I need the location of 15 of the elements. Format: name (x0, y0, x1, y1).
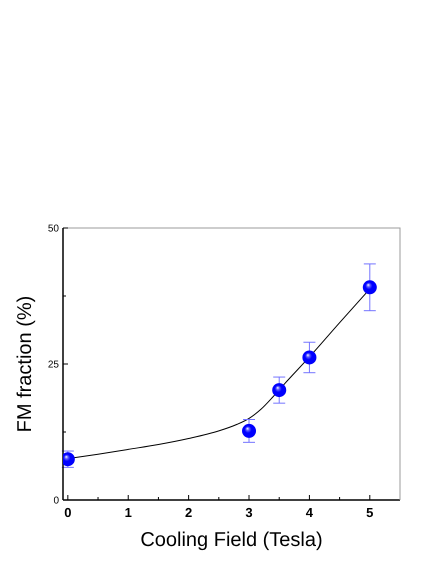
x-tick-label: 1 (124, 505, 132, 520)
x-tick-label: 2 (185, 505, 192, 520)
point (242, 424, 256, 438)
point (362, 280, 377, 294)
x-tick-label: 0 (64, 505, 72, 520)
point (302, 350, 316, 364)
x-tick-label: 4 (306, 505, 314, 520)
y-tick-label: 25 (48, 360, 60, 370)
y-axis-title: FM fraction (%) (14, 296, 36, 432)
y-tick-label: 50 (48, 224, 60, 234)
x-axis-title: Cooling Field (Tesla) (140, 529, 323, 551)
y-tick-label: 0 (53, 496, 60, 506)
x-tick-label: 3 (245, 505, 253, 520)
point (272, 383, 286, 398)
x-tick-label: 5 (366, 505, 374, 520)
